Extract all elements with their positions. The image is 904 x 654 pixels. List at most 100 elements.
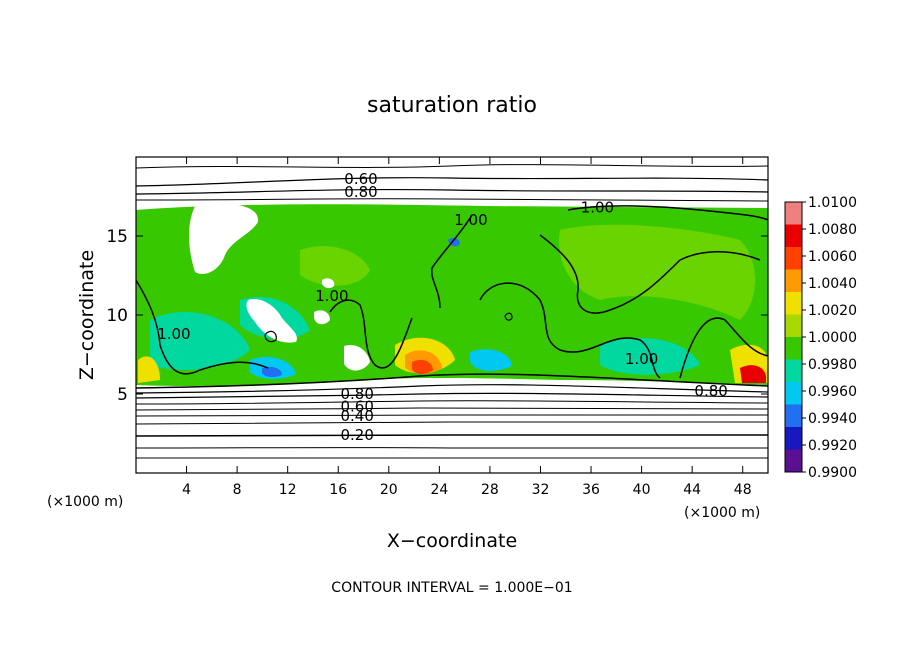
colorbar-label: 1.0060 [808, 249, 857, 265]
field-patch-yellow [138, 356, 160, 383]
x-unit-label-right: (×1000 m) [684, 505, 760, 521]
x-tick-label: 36 [582, 482, 600, 498]
colorbar-label: 1.0100 [808, 195, 857, 211]
contour-label: 0.60 [344, 170, 377, 188]
colorbar-label: 1.0020 [808, 303, 857, 319]
contour-line-band [136, 407, 768, 411]
contour-label: 0.40 [340, 407, 373, 425]
contour-lines [136, 164, 768, 459]
x-axis-ticks: 4 8 12 16 20 24 28 32 36 40 44 48 [182, 157, 752, 498]
contour-interval-note: CONTOUR INTERVAL = 1.000E−01 [331, 580, 572, 596]
x-unit-label-left: (×1000 m) [47, 494, 123, 510]
y-axis-label: Z−coordinate [76, 250, 98, 380]
field-patch-red [740, 365, 766, 383]
colorbar-label: 0.9940 [808, 411, 857, 427]
field-patch-white [344, 344, 370, 371]
colorbar-swatch [785, 449, 802, 473]
contour-line-0.20 [136, 434, 768, 437]
field-patch-light [559, 224, 755, 320]
colorbar-swatch [785, 224, 802, 248]
contour-line-band [136, 373, 768, 389]
colorbar-label: 1.0000 [808, 330, 857, 346]
contour-label: 0.80 [344, 183, 377, 201]
x-tick-label: 32 [532, 482, 550, 498]
y-tick-label: 10 [106, 306, 128, 326]
contour-label: 0.20 [340, 426, 373, 444]
field-patch-red [412, 359, 433, 375]
contour-label: 1.00 [454, 211, 487, 229]
x-tick-label: 16 [329, 482, 347, 498]
x-tick-label: 24 [430, 482, 448, 498]
x-tick-label: 48 [734, 482, 752, 498]
colorbar-label: 0.9960 [808, 384, 857, 400]
colorbar-swatch [785, 247, 802, 270]
x-tick-label: 40 [633, 482, 651, 498]
colorbar-swatch [785, 404, 802, 428]
colorbar-label: 0.9900 [808, 465, 857, 481]
contour-line-high [136, 198, 768, 202]
field-patch-cyan [600, 337, 700, 375]
contour-label: 0.80 [694, 382, 727, 400]
contour-label: 1.00 [581, 199, 614, 217]
contour-line-high [136, 188, 768, 195]
contour-line-1.00 [539, 234, 761, 314]
colorbar-swatch [785, 382, 802, 405]
field-patch-dark-blue [262, 366, 282, 378]
colorbar-label: 1.0040 [808, 276, 857, 292]
field-patch-light [300, 246, 370, 286]
y-axis-ticks: 5 10 15 [106, 227, 768, 405]
contour-labels: 0.600.801.001.001.001.001.000.800.600.40… [157, 170, 728, 444]
colorbar [784, 201, 803, 473]
field-patch-white [188, 203, 259, 275]
contour-line-1.00 [679, 317, 768, 379]
colorbar-label: 0.9920 [808, 438, 857, 454]
contour-label: 1.00 [625, 350, 658, 368]
y-tick-label: 5 [117, 385, 128, 405]
colorbar-swatch [785, 269, 802, 293]
contour-line-low [136, 447, 768, 449]
colorbar-swatch [785, 314, 802, 338]
contour-line-band [136, 400, 768, 405]
contour-line-high [136, 177, 768, 187]
x-tick-label: 12 [279, 482, 297, 498]
colorbar-swatch [785, 337, 802, 360]
colorbar-label: 1.0080 [808, 222, 857, 238]
chart-title: saturation ratio [367, 93, 537, 118]
contour-label: 1.00 [157, 325, 190, 343]
y-tick-label: 15 [106, 227, 128, 247]
contour-line-1.00 [567, 205, 768, 221]
field-patch-white [314, 310, 330, 325]
contour-line-band [136, 414, 768, 417]
field-patch-blue [470, 349, 512, 371]
contour-line-1.00 [431, 214, 473, 309]
colorbar-swatch [785, 292, 802, 315]
x-tick-label: 44 [683, 482, 701, 498]
contour-line-1.00 [329, 299, 413, 369]
field-patch-cyan [150, 311, 250, 370]
field-patch-white [322, 278, 335, 289]
x-tick-label: 4 [182, 482, 191, 498]
colorbar-swatch [785, 427, 802, 450]
x-axis-label: X−coordinate [387, 530, 517, 552]
contour-line-1.00 [479, 282, 661, 379]
contour-line-high [136, 164, 768, 169]
contour-line-band [136, 392, 768, 399]
contour-line-1.00 [136, 279, 269, 375]
contour-label: 0.80 [340, 385, 373, 403]
colorbar-swatch [785, 202, 802, 225]
contour-label: 1.00 [315, 287, 348, 305]
x-tick-label: 28 [481, 482, 499, 498]
colorbar-label: 0.9980 [808, 357, 857, 373]
contour-line-band [136, 421, 768, 425]
contour-line-band [136, 384, 768, 394]
colorbar-labels: 1.0100 1.0080 1.0060 1.0040 1.0020 1.0000 0.99… [802, 195, 857, 481]
x-tick-label: 20 [380, 482, 398, 498]
contour-line-1.00 [504, 312, 513, 321]
saturation-field [136, 157, 768, 473]
contour-label: 0.60 [340, 398, 373, 416]
colorbar-swatch [785, 359, 802, 383]
x-tick-label: 8 [233, 482, 242, 498]
field-patch-white [246, 299, 297, 343]
contour-line-1.00 [264, 330, 277, 343]
